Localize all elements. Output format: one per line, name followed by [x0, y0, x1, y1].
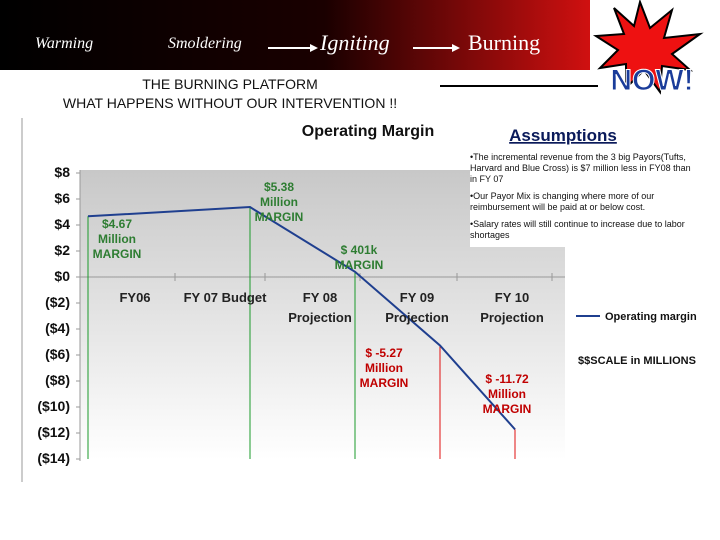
banner	[0, 0, 590, 70]
note: $$SCALE in MILLIONS	[578, 355, 696, 367]
starburst	[592, 0, 704, 95]
y-tick-label: $0	[54, 268, 70, 284]
y-tick-label: ($12)	[37, 424, 70, 440]
assumptions-box: •The incremental revenue from the 3 big …	[470, 152, 700, 247]
assumption: •Our Payor Mix is changing where more of…	[470, 191, 655, 212]
assumption: •The incremental revenue from the 3 big …	[470, 152, 691, 184]
y-tick-label: $8	[54, 164, 70, 180]
stage: Warming	[35, 35, 94, 52]
stage: Igniting	[320, 30, 390, 55]
arrow-head	[452, 44, 460, 52]
arrow-head	[310, 44, 318, 52]
data-label: $4.67 Million MARGIN	[92, 217, 142, 261]
assumption: •Salary rates will still continue to inc…	[470, 219, 685, 240]
data-label: $ 401k MARGIN	[334, 243, 384, 272]
data-label: $ -11.72 Million MARGIN	[482, 372, 532, 416]
y-tick-label: ($14)	[37, 450, 70, 466]
subtitle: THE BURNING PLATFORM	[142, 76, 318, 92]
x-tick-label: FY 07 Budget	[183, 290, 267, 305]
y-tick-label: ($8)	[45, 372, 70, 388]
assumptions-title: Assumptions	[509, 126, 617, 145]
x-tick-label: FY 10 Projection	[480, 290, 544, 325]
y-tick-label: $2	[54, 242, 70, 258]
stage: Burning	[468, 30, 541, 55]
x-tick-label: FY 08 Projection	[288, 290, 352, 325]
subtitle: WHAT HAPPENS WITHOUT OUR INTERVENTION !!	[62, 95, 398, 111]
stage: Smoldering	[168, 35, 242, 52]
x-tick-label: FY06	[119, 290, 151, 305]
x-tick-label: FY 09 Projection	[385, 290, 449, 325]
legend-label: Operating margin	[605, 311, 697, 323]
y-tick-label: $4	[54, 216, 70, 232]
badge: NOW!	[610, 64, 693, 97]
data-label: $ -5.27 Million MARGIN	[359, 346, 409, 390]
y-tick-label: ($2)	[45, 294, 70, 310]
y-tick-label: ($4)	[45, 320, 70, 336]
data-label: $5.38 Million MARGIN	[254, 180, 304, 224]
y-tick-label: ($6)	[45, 346, 70, 362]
chart-title: Operating Margin	[302, 123, 434, 140]
series-line	[87, 206, 516, 431]
y-tick-label: $6	[54, 190, 70, 206]
y-tick-label: ($10)	[37, 398, 70, 414]
